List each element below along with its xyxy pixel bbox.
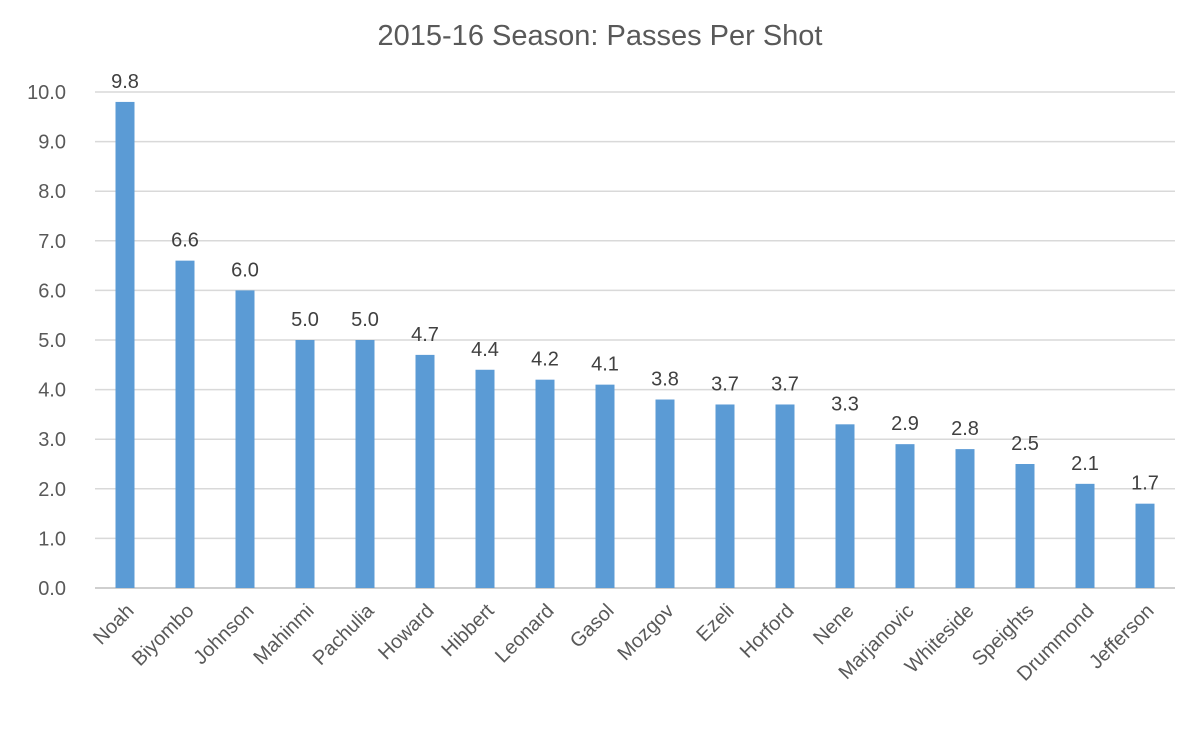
bar-gasol [595, 384, 615, 588]
data-label: 2.1 [1071, 453, 1099, 475]
bar-noah [115, 101, 135, 589]
x-tick-label: Hibbert [437, 600, 498, 661]
y-tick-label: 10.0 [27, 82, 66, 104]
bar-hibbert [475, 369, 495, 588]
data-label: 1.7 [1131, 473, 1159, 495]
data-label: 6.6 [171, 230, 199, 252]
bar-mahinmi [295, 340, 315, 588]
bar-johnson [235, 290, 255, 588]
bar-speights [1015, 464, 1035, 588]
data-label: 2.5 [1011, 433, 1039, 455]
data-label: 6.0 [231, 259, 259, 281]
y-axis-ticks: 0.0 1.0 2.0 3.0 4.0 5.0 6.0 7.0 8.0 9.0 10.0 [27, 82, 66, 600]
bar-ezeli [715, 404, 735, 588]
data-label: 5.0 [291, 309, 319, 331]
y-tick-label: 7.0 [38, 231, 66, 253]
bars [115, 101, 1155, 589]
data-label: 3.3 [831, 393, 859, 415]
bar-jefferson [1135, 503, 1155, 588]
data-label: 4.2 [531, 349, 559, 371]
x-tick-label: Johnson [190, 600, 259, 669]
data-label: 2.9 [891, 413, 919, 435]
y-tick-label: 9.0 [38, 132, 66, 154]
y-tick-label: 5.0 [38, 330, 66, 352]
y-tick-label: 1.0 [38, 528, 66, 550]
bar-biyombo [175, 260, 195, 588]
y-tick-label: 2.0 [38, 479, 66, 501]
x-tick-label: Pachulia [309, 599, 379, 669]
data-label: 3.8 [651, 369, 679, 391]
chart-title: 2015-16 Season: Passes Per Shot [377, 20, 823, 52]
x-tick-label: Horford [736, 600, 799, 663]
data-label: 4.1 [591, 354, 619, 376]
gridlines [95, 91, 1175, 589]
data-label: 2.8 [951, 418, 979, 440]
bar-leonard [535, 379, 555, 588]
bar-horford [775, 404, 795, 588]
data-label: 9.8 [111, 71, 139, 93]
x-tick-label: Ezeli [692, 600, 738, 646]
data-label: 3.7 [771, 373, 799, 395]
x-axis-ticks: NoahBiyomboJohnsonMahinmiPachuliaHowardH… [89, 599, 1158, 685]
data-labels: 9.8 6.6 6.0 5.0 5.0 4.7 4.4 4.2 4.1 3.8 3.7 3.7 3.3 2… [111, 71, 1159, 495]
bar-drummond [1075, 483, 1095, 588]
x-tick-label: Gasol [566, 600, 619, 653]
x-tick-label: Nene [809, 600, 858, 649]
y-tick-label: 8.0 [38, 181, 66, 203]
bar-howard [415, 354, 435, 588]
x-tick-label: Mahinmi [250, 600, 319, 669]
bar-mozgov [655, 399, 675, 588]
data-label: 4.7 [411, 324, 439, 346]
x-tick-label: Leonard [491, 600, 558, 667]
data-label: 5.0 [351, 309, 379, 331]
data-label: 4.4 [471, 339, 499, 361]
bar-whiteside [955, 449, 975, 588]
x-tick-label: Mozgov [613, 600, 678, 665]
y-tick-label: 4.0 [38, 380, 66, 402]
bar-marjanovic [895, 444, 915, 588]
x-tick-label: Noah [89, 600, 138, 649]
x-tick-label: Jefferson [1085, 600, 1158, 673]
y-tick-label: 3.0 [38, 429, 66, 451]
y-tick-label: 6.0 [38, 280, 66, 302]
x-tick-label: Howard [374, 600, 438, 664]
x-tick-label: Biyombo [128, 600, 199, 671]
y-tick-label: 0.0 [38, 578, 66, 600]
data-label: 3.7 [711, 373, 739, 395]
bar-nene [835, 424, 855, 588]
bar-pachulia [355, 340, 375, 588]
